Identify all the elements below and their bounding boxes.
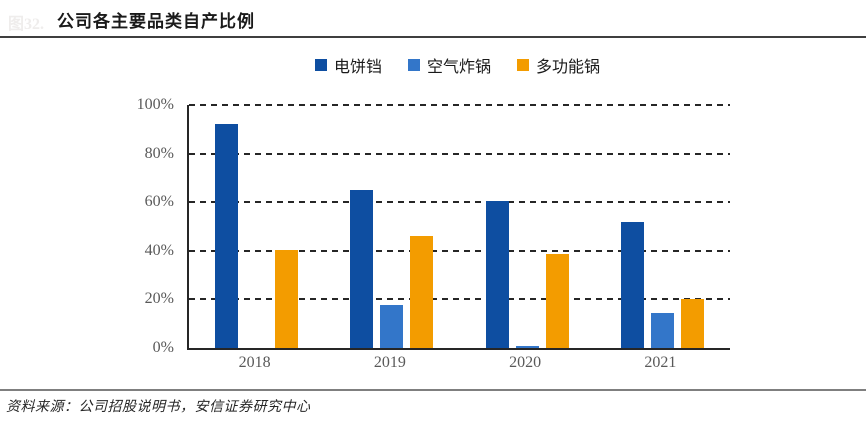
x-tick-label: 2020 [509,354,542,371]
x-tick-label: 2018 [238,354,271,371]
gridline [189,104,730,106]
y-axis-labels: 0% 20% 40% 60% 80% 100% [0,96,180,356]
footer-divider [0,389,866,391]
chart-legend: 电饼铛 空气炸锅 多功能锅 [187,53,728,77]
legend-label: 多功能锅 [536,59,601,76]
bar-电饼铛-2021 [620,221,644,348]
gridline [189,152,730,155]
y-tick-label: 40% [144,241,174,259]
bar-空气炸锅-2021 [650,312,674,348]
legend-item: 空气炸锅 [407,53,491,77]
bar-多功能锅-2020 [545,254,569,348]
title-divider [0,36,866,38]
x-axis-labels: 2018 2019 2020 2021 [187,354,728,378]
gridline [189,249,730,252]
y-tick-label: 100% [136,96,174,113]
bar-电饼铛-2019 [350,190,374,348]
bar-电饼铛-2020 [485,201,509,348]
legend-swatch-icon [407,59,420,71]
bar-空气炸锅-2020 [515,345,539,348]
bar-空气炸锅-2019 [380,305,404,348]
legend-swatch-icon [314,59,327,71]
bar-多功能锅-2018 [275,249,299,348]
figure-number-watermark: 图32. [8,16,45,33]
legend-swatch-icon [517,59,529,71]
bar-电饼铛-2018 [215,124,239,348]
y-tick-label: 60% [144,193,174,211]
x-tick-label: 2019 [373,354,406,371]
legend-item: 电饼铛 [314,53,382,77]
legend-label: 电饼铛 [333,59,382,76]
gridline [189,298,730,301]
y-tick-label: 20% [144,290,174,308]
y-tick-label: 0% [152,339,174,356]
chart-title: 公司各主要品类自产比例 [57,12,255,31]
bar-多功能锅-2019 [410,236,434,348]
y-tick-label: 80% [144,144,174,162]
bar-多功能锅-2021 [680,299,704,348]
legend-item: 多功能锅 [517,53,600,77]
source-note: 资料来源：公司招股说明书，安信证券研究中心 [6,400,311,415]
gridline [189,201,730,204]
x-tick-label: 2021 [644,354,677,371]
plot-area [187,104,730,350]
legend-label: 空气炸锅 [426,59,491,76]
